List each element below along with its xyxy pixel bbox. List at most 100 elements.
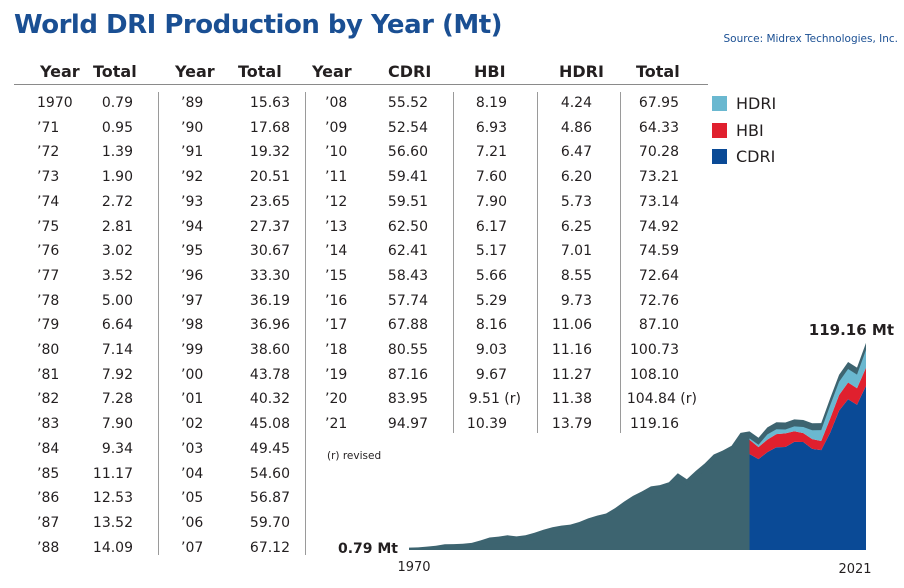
year-cell: ’77 — [37, 267, 60, 284]
hbi-cell: 9.51 (r) — [468, 391, 521, 408]
year-cell: ’02 — [181, 416, 204, 433]
year-cell: ’76 — [37, 243, 60, 260]
cdri-cell: 80.55 — [387, 342, 428, 358]
total-cell: 2.72 — [101, 193, 133, 210]
year-cell: ’10 — [325, 144, 348, 161]
year-cell: ’98 — [181, 317, 204, 334]
total-cell: 23.65 — [249, 193, 290, 210]
hbi-cell: 5.66 — [475, 267, 507, 284]
table-header-3: Total — [238, 62, 282, 81]
table-total-cell: 104.84 (r) — [626, 391, 697, 408]
total-cell: 0.95 — [101, 119, 133, 136]
hbi-cell: 9.03 — [475, 342, 507, 358]
table-header-0: Year — [40, 62, 80, 81]
column-separator — [453, 92, 454, 433]
hbi-cell: 8.16 — [475, 317, 507, 334]
table-total-cell: 67.95 — [638, 95, 679, 111]
total-cell: 15.63 — [249, 95, 290, 111]
cdri-area — [749, 385, 866, 550]
year-cell: ’99 — [181, 342, 204, 358]
hbi-cell: 5.17 — [475, 243, 507, 260]
year-cell: ’91 — [181, 144, 204, 161]
total-cell: 54.60 — [249, 465, 290, 482]
year-cell: ’06 — [181, 514, 204, 531]
total-cell: 20.51 — [249, 169, 290, 186]
legend-label-hbi: HBI — [736, 121, 764, 140]
year-cell: ’19 — [325, 366, 348, 383]
year-cell: ’75 — [37, 218, 60, 235]
total-cell: 9.34 — [101, 440, 133, 457]
legend-swatch-hbi — [712, 123, 727, 138]
year-cell: ’74 — [37, 193, 60, 210]
total-cell: 7.92 — [101, 366, 133, 383]
year-cell: ’20 — [325, 391, 348, 408]
chart-title: World DRI Production by Year (Mt) — [14, 10, 503, 40]
table-total-cell: 72.76 — [638, 292, 679, 309]
hbi-cell: 9.67 — [475, 366, 507, 383]
hdri-cell: 7.01 — [560, 243, 592, 260]
year-cell: ’01 — [181, 391, 204, 408]
hdri-cell: 6.20 — [560, 169, 592, 186]
hdri-cell: 13.79 — [551, 416, 592, 433]
table-total-cell: 100.73 — [630, 342, 679, 358]
column-separator — [620, 92, 621, 433]
total-cell: 40.32 — [249, 391, 290, 408]
hbi-cell: 6.17 — [475, 218, 507, 235]
year-cell: ’71 — [37, 119, 60, 136]
total-cell: 33.30 — [249, 267, 290, 284]
header-rule — [14, 84, 708, 85]
hdri-cell: 6.47 — [560, 144, 592, 161]
table-total-cell: 73.21 — [638, 169, 679, 186]
total-cell: 7.90 — [101, 416, 133, 433]
total-cell: 0.79 — [101, 95, 133, 111]
year-cell: ’73 — [37, 169, 60, 186]
total-cell: 13.52 — [92, 514, 133, 531]
column-separator — [537, 92, 538, 433]
total-cell: 49.45 — [249, 440, 290, 457]
table-total-cell: 70.28 — [638, 144, 679, 161]
year-cell: ’95 — [181, 243, 204, 260]
year-cell: ’96 — [181, 267, 204, 284]
year-cell: ’80 — [37, 342, 60, 358]
legend-swatch-cdri — [712, 149, 727, 164]
year-cell: ’89 — [181, 95, 204, 111]
year-cell: ’09 — [325, 119, 348, 136]
legend-label-cdri: CDRI — [736, 147, 776, 166]
year-cell: ’93 — [181, 193, 204, 210]
cdri-cell: 83.95 — [387, 391, 428, 408]
total-cell: 43.78 — [249, 366, 290, 383]
year-cell: ’08 — [325, 95, 348, 111]
cdri-cell: 55.52 — [387, 95, 428, 111]
source-note: Source: Midrex Technologies, Inc. — [723, 33, 898, 45]
year-cell: ’88 — [37, 539, 60, 556]
hdri-cell: 6.25 — [560, 218, 592, 235]
cdri-cell: 62.50 — [387, 218, 428, 235]
year-cell: ’82 — [37, 391, 60, 408]
year-cell: ’94 — [181, 218, 204, 235]
total-cell: 3.02 — [101, 243, 133, 260]
year-cell: ’14 — [325, 243, 348, 260]
hdri-cell: 9.73 — [560, 292, 592, 309]
total-cell: 59.70 — [249, 514, 290, 531]
x-tick-start: 1970 — [397, 560, 430, 575]
hbi-cell: 7.90 — [475, 193, 507, 210]
total-cell: 7.28 — [101, 391, 133, 408]
start-value-label: 0.79 Mt — [338, 541, 398, 557]
hbi-cell: 7.21 — [475, 144, 507, 161]
year-cell: ’03 — [181, 440, 204, 457]
table-header-8: Total — [636, 62, 680, 81]
year-cell: ’86 — [37, 490, 60, 507]
year-cell: 1970 — [37, 95, 73, 111]
table-total-cell: 87.10 — [638, 317, 679, 334]
table-total-cell: 74.92 — [638, 218, 679, 235]
legend-swatch-hdri — [712, 96, 727, 111]
hdri-cell: 11.27 — [551, 366, 592, 383]
cdri-cell: 62.41 — [387, 243, 428, 260]
total-cell: 7.14 — [101, 342, 133, 358]
table-header-6: HBI — [474, 62, 506, 81]
hbi-cell: 7.60 — [475, 169, 507, 186]
hdri-cell: 8.55 — [560, 267, 592, 284]
year-cell: ’00 — [181, 366, 204, 383]
total-cell: 38.60 — [249, 342, 290, 358]
